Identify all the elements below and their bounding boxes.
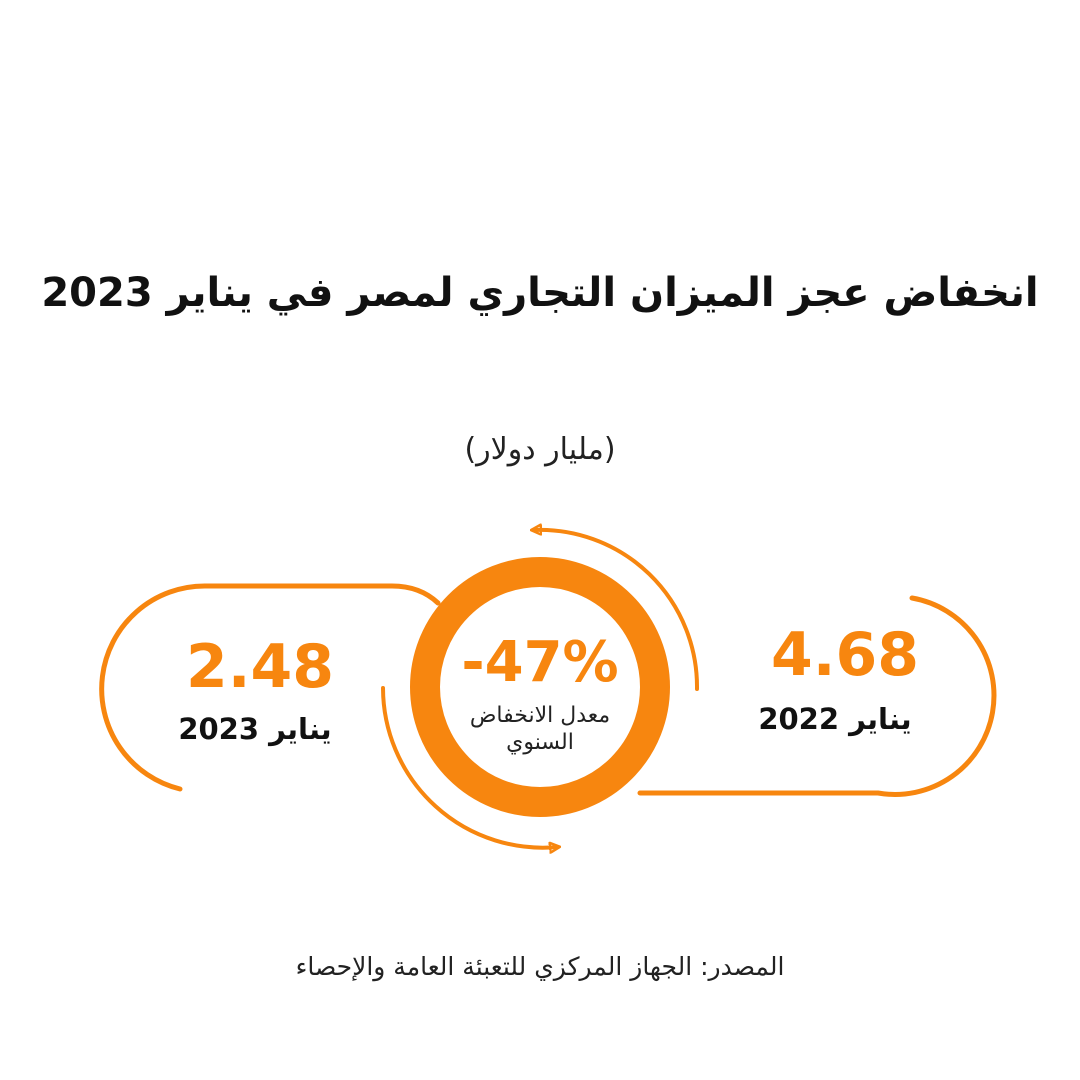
chart-title: انخفاض عجز الميزان التجاري لمصر في يناير… bbox=[41, 270, 1039, 316]
value-2023: 2.48 bbox=[185, 632, 335, 702]
label-2023: يناير 2023 bbox=[178, 712, 332, 746]
change-value: -47% bbox=[461, 630, 619, 695]
right-bracket-line bbox=[637, 595, 997, 797]
source-note: المصدر: الجهاز المركزي للتعبئة العامة وا… bbox=[295, 952, 785, 981]
change-label: معدل الانخفاض السنوي bbox=[469, 703, 611, 755]
unit-label: (مليار دولار) bbox=[464, 432, 616, 467]
arrow-top-icon bbox=[533, 530, 700, 691]
change-ring bbox=[410, 557, 670, 817]
value-2022: 4.68 bbox=[770, 620, 920, 690]
label-2022: يناير 2022 bbox=[758, 702, 912, 736]
left-bracket-line bbox=[99, 583, 441, 792]
arrow-bottom-icon bbox=[381, 686, 558, 848]
